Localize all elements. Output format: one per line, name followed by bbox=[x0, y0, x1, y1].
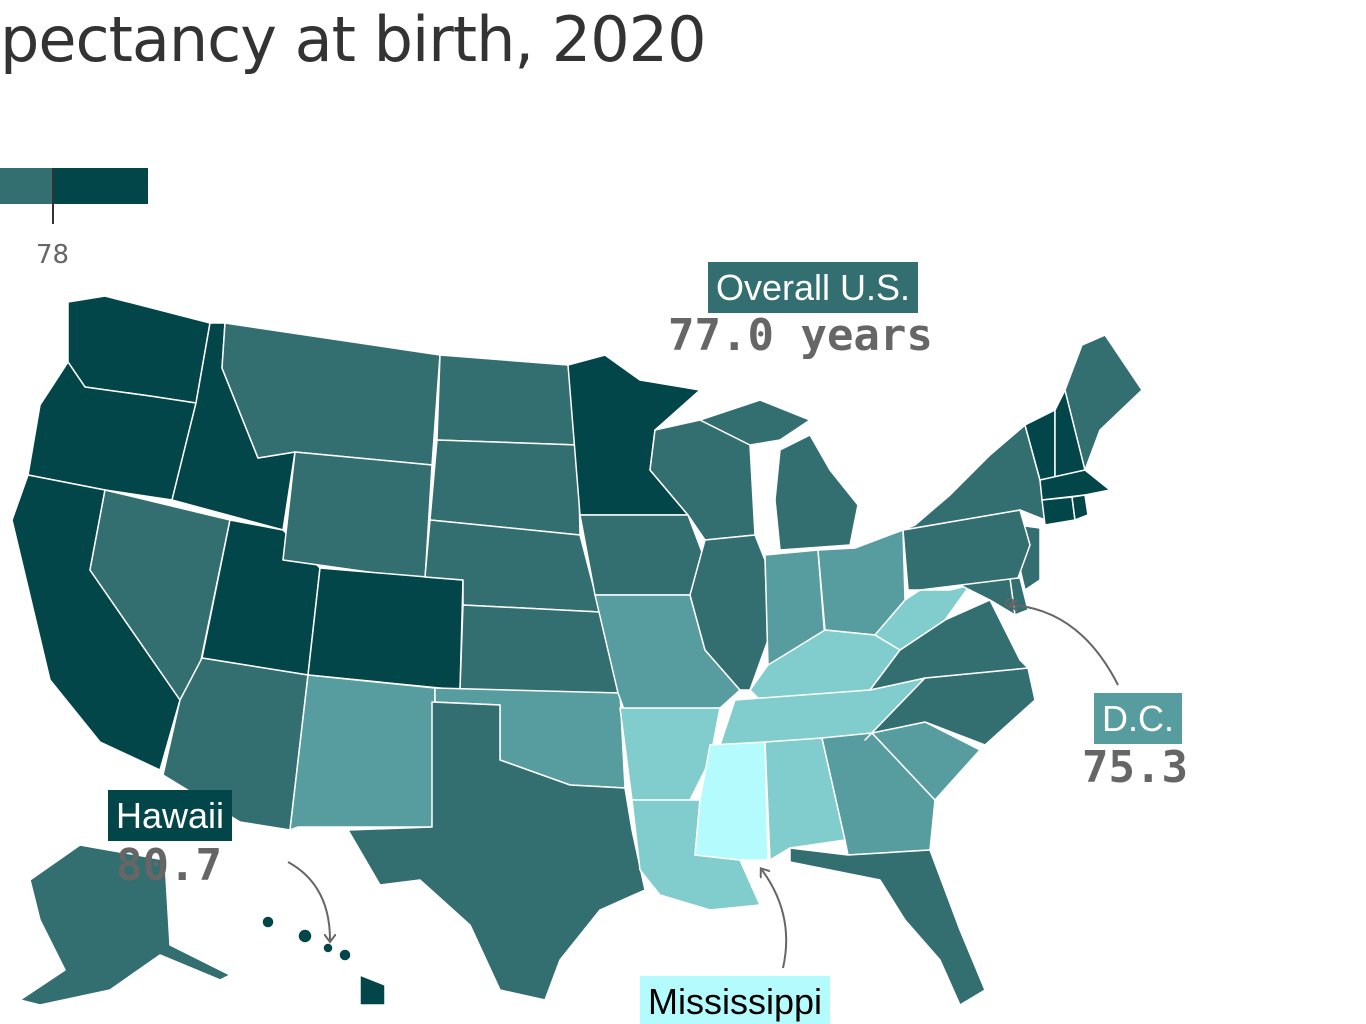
dc-label: D.C. bbox=[1094, 693, 1182, 745]
legend-tick-label: 78 bbox=[36, 240, 70, 270]
state-rhode-island bbox=[1071, 494, 1089, 521]
state-new-mexico bbox=[289, 674, 436, 831]
dc-marker bbox=[1005, 598, 1015, 608]
mississippi-label: Mississippi bbox=[640, 976, 831, 1024]
legend-swatch-dark bbox=[0, 168, 52, 204]
dc-value: 75.3 bbox=[1082, 742, 1188, 793]
overall-us-label: Overall U.S. bbox=[708, 262, 919, 314]
mississippi-arrow bbox=[762, 870, 788, 969]
state-north-dakota bbox=[436, 354, 579, 446]
state-kansas bbox=[459, 604, 621, 694]
state-connecticut bbox=[1041, 496, 1076, 526]
state-south-dakota bbox=[429, 439, 581, 536]
dc-arrow bbox=[1012, 605, 1119, 686]
map-title: pectancy at birth, 2020 bbox=[0, 3, 707, 76]
state-florida bbox=[789, 847, 986, 1006]
state-arkansas bbox=[619, 707, 721, 801]
state-alabama bbox=[764, 737, 846, 861]
state-hawaii bbox=[261, 915, 386, 1006]
state-wyoming bbox=[282, 451, 433, 581]
state-colorado bbox=[307, 567, 464, 691]
state-michigan bbox=[699, 399, 859, 551]
legend-tick bbox=[52, 168, 54, 224]
state-montana bbox=[221, 322, 441, 466]
hawaii-label: Hawaii bbox=[108, 790, 233, 842]
state-alaska bbox=[19, 844, 231, 1006]
state-west-virginia bbox=[874, 584, 971, 651]
state-iowa bbox=[579, 514, 706, 596]
state-texas bbox=[347, 701, 646, 1001]
state-massachusetts bbox=[1039, 469, 1111, 501]
hawaii-value: 80.7 bbox=[116, 840, 222, 891]
overall-us-value: 77.0 years bbox=[668, 310, 933, 361]
hawaii-arrow bbox=[287, 861, 330, 940]
state-new-york bbox=[902, 424, 1046, 531]
legend-swatch-darkest bbox=[52, 168, 148, 204]
